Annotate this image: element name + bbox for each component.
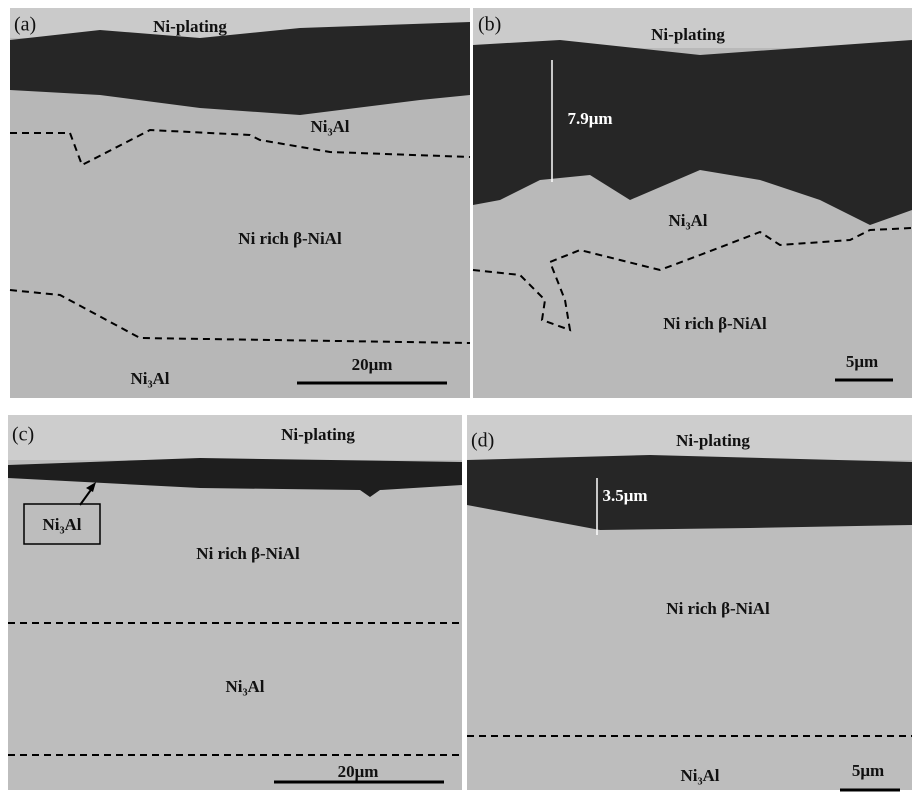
scale-label: 5μm <box>846 352 878 371</box>
region-label: Ni₃Al <box>310 117 349 136</box>
region-label: Ni₃Al <box>130 369 169 388</box>
scale-label: 20μm <box>338 762 379 781</box>
scale-label: 5μm <box>852 761 884 780</box>
region-label: Ni₃Al <box>668 211 707 230</box>
region-label: Ni-plating <box>651 25 725 44</box>
panel-label: (a) <box>14 14 36 36</box>
region-label: Ni-plating <box>676 431 750 450</box>
thickness-label: 7.9μm <box>567 109 612 128</box>
micrographs <box>8 8 912 790</box>
region-label: Ni-plating <box>153 17 227 36</box>
scale-label: 20μm <box>352 355 393 374</box>
thickness-label: 3.5μm <box>602 486 647 505</box>
panel-label: (b) <box>478 14 501 36</box>
region-label: Ni-plating <box>281 425 355 444</box>
region-label: Ni rich β-NiAl <box>196 544 300 563</box>
figure: (a) Ni-plating Ni₃Al Ni rich β-NiAl Ni₃Al 20μ… <box>0 0 912 799</box>
region-label: Ni₃Al <box>680 766 719 785</box>
region-label: Ni rich β-NiAl <box>663 314 767 333</box>
region-label: Ni₃Al <box>225 677 264 696</box>
region-label: Ni₃Al <box>42 515 81 534</box>
region-label: Ni rich β-NiAl <box>666 599 770 618</box>
panel-label: (c) <box>12 424 34 446</box>
panel-label: (d) <box>471 430 494 452</box>
region-label: Ni rich β-NiAl <box>238 229 342 248</box>
plating <box>8 415 462 460</box>
